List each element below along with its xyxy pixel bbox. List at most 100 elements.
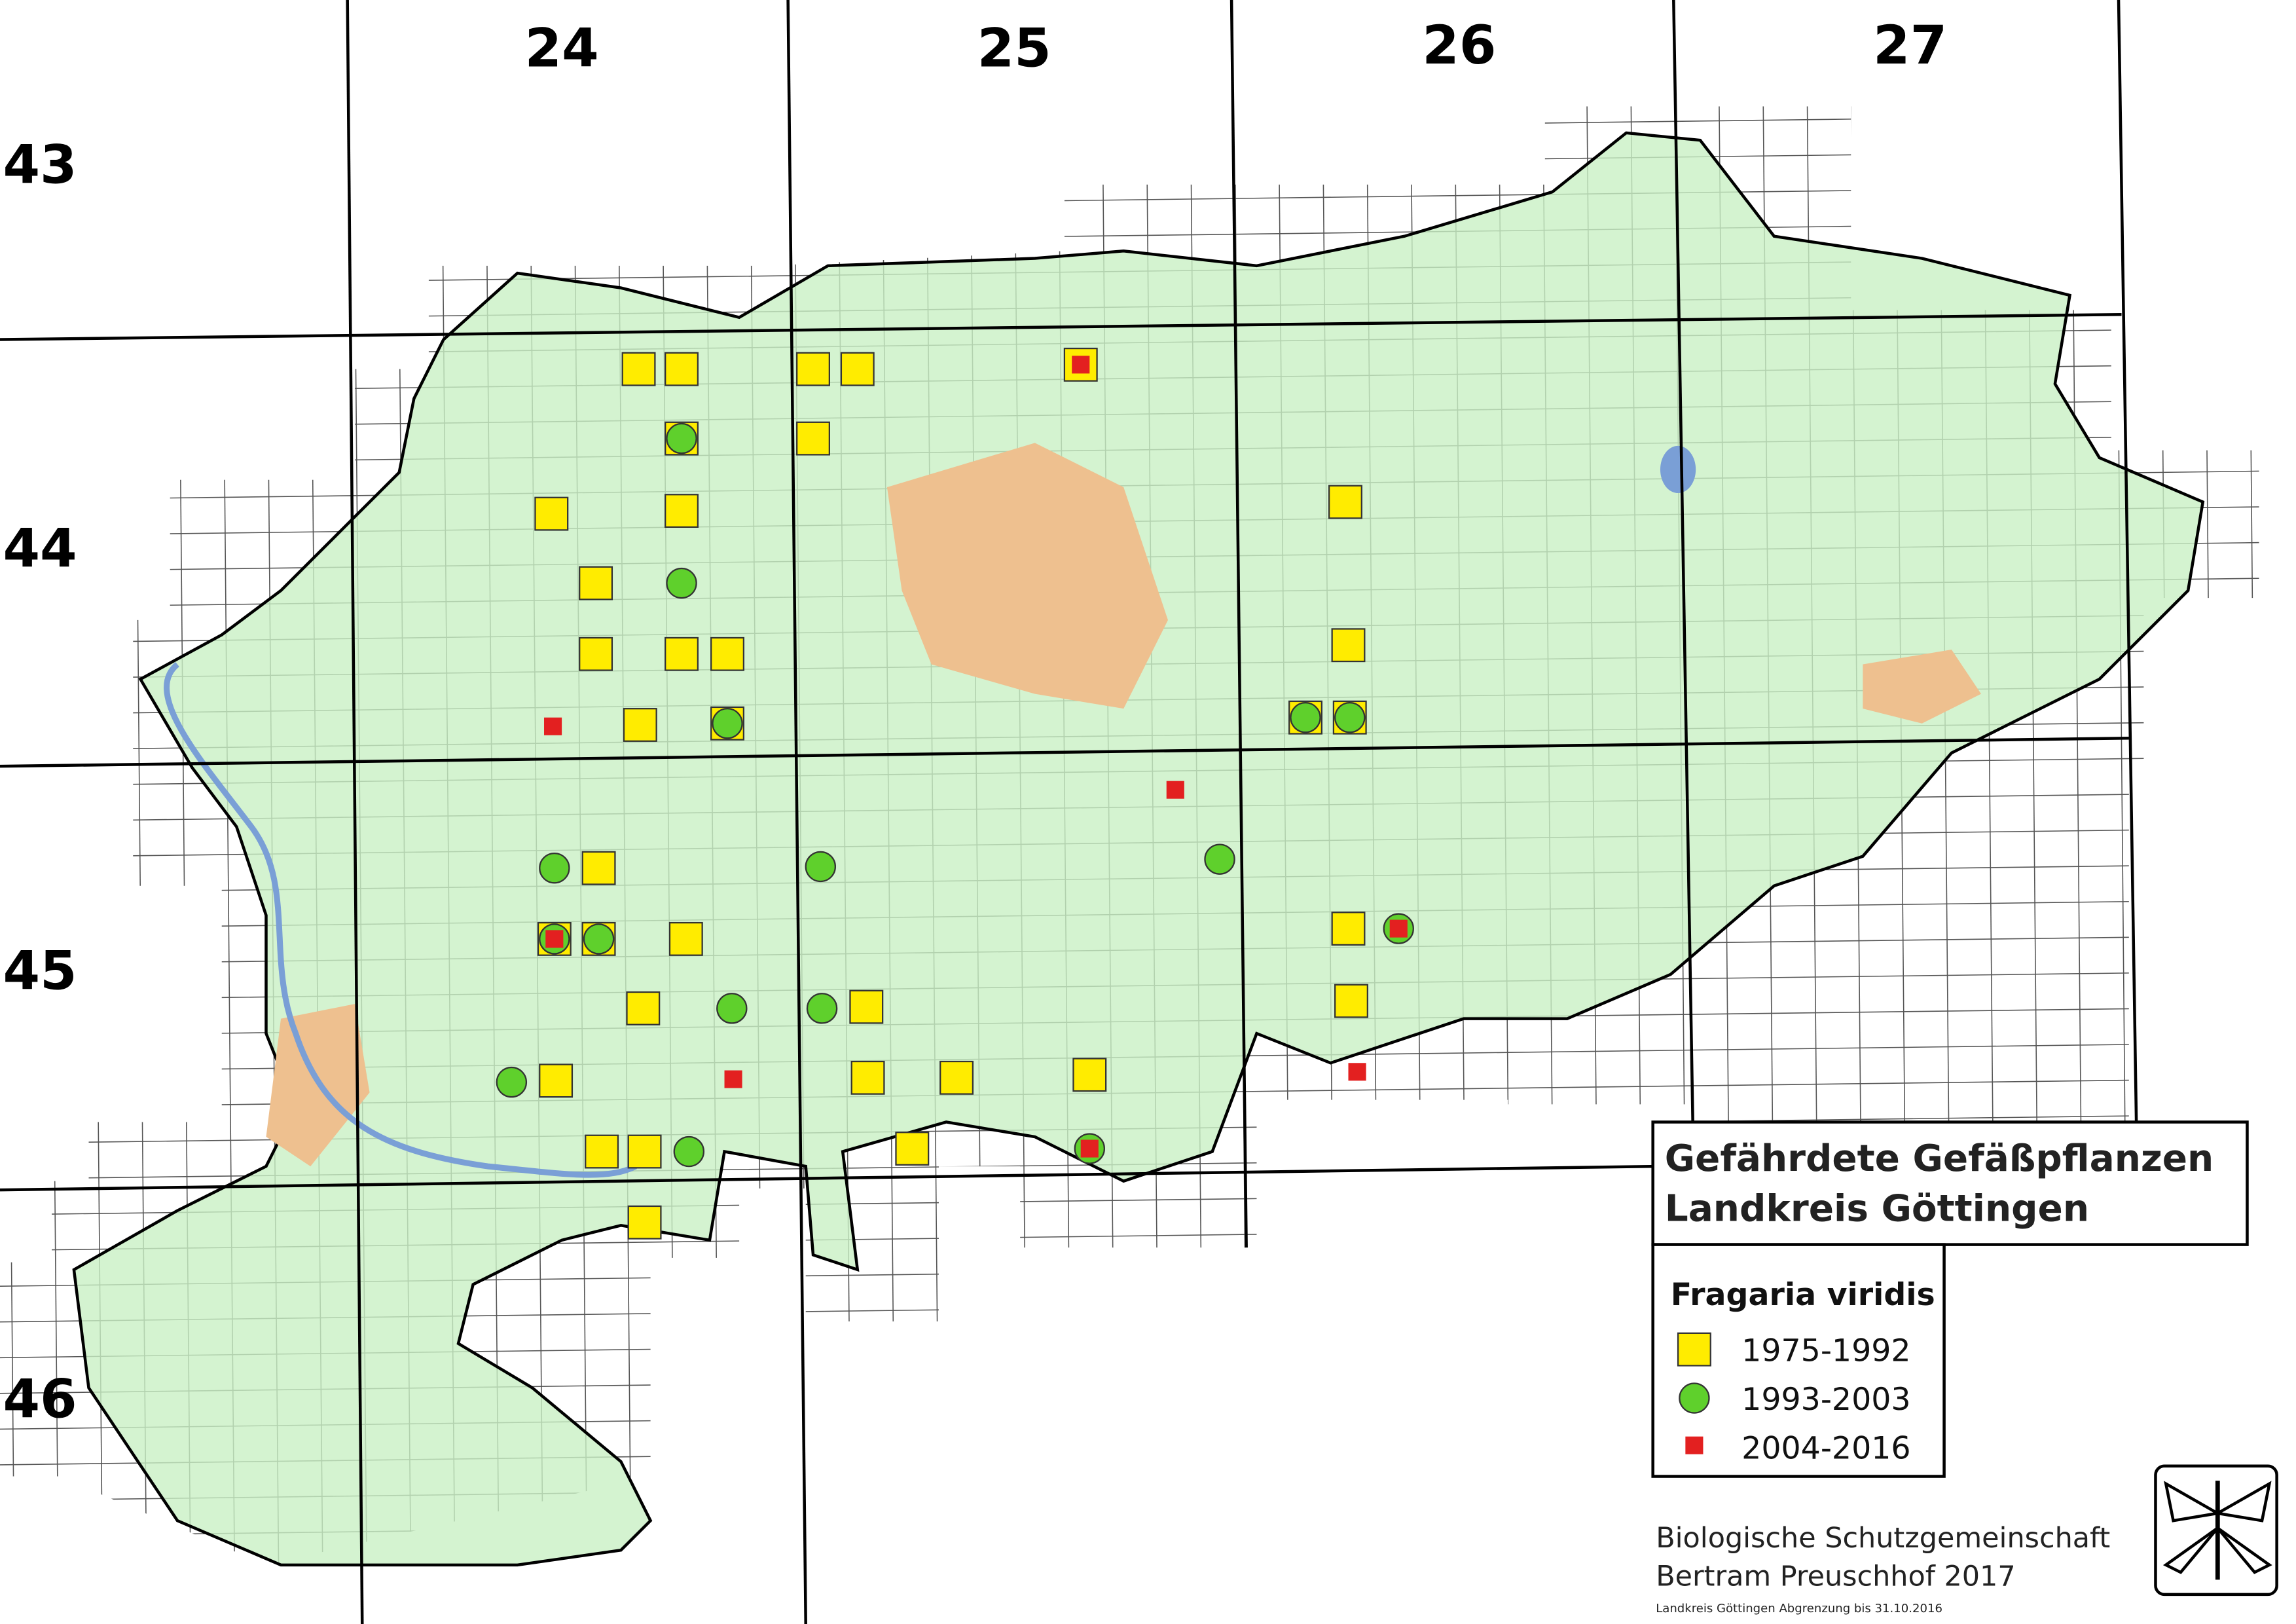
record-1975-1992	[539, 1063, 574, 1098]
legend-symbol	[1685, 1436, 1704, 1454]
fine-grid-line	[0, 106, 2259, 108]
record-1993-2003	[666, 422, 697, 454]
record-1993-2003	[716, 993, 748, 1024]
record-2004-2016	[724, 1070, 742, 1088]
record-1975-1992	[1063, 347, 1098, 382]
city-area	[1863, 650, 1982, 724]
record-1975-1992	[796, 421, 830, 456]
record-1975-1992	[850, 1060, 885, 1095]
row-label: 46	[3, 1369, 77, 1430]
record-1975-1992	[621, 352, 656, 386]
record-1975-1992	[665, 637, 699, 671]
record-1975-1992	[1331, 628, 1366, 663]
sheet-line	[346, 0, 364, 1624]
column-label: 25	[977, 18, 1051, 80]
record-2004-2016	[1072, 356, 1090, 374]
legend-species: Fragaria viridis	[1671, 1277, 1935, 1313]
record-1975-1992	[585, 1134, 619, 1169]
record-1975-1992	[627, 1134, 662, 1169]
row-label: 44	[3, 519, 77, 580]
record-2004-2016	[545, 930, 564, 948]
footnote: Landkreis Göttingen Abgrenzung bis 31.10…	[1656, 1602, 1942, 1615]
fine-grid-line	[2291, 0, 2296, 1624]
record-1975-1992	[710, 637, 745, 671]
record-2004-2016	[1166, 781, 1184, 799]
record-1975-1992	[534, 496, 569, 531]
fine-grid-line	[0, 6, 2296, 35]
column-label: 27	[1873, 15, 1947, 77]
legend-symbol	[1679, 1382, 1710, 1414]
record-1993-2003	[496, 1066, 528, 1098]
record-1975-1992	[796, 352, 830, 386]
title-box	[1651, 1120, 2249, 1246]
map-title: Gefährdete Gefäßpflanzen	[1665, 1137, 2214, 1180]
row-label: 43	[3, 135, 77, 196]
record-2004-2016	[544, 717, 562, 735]
record-1993-2003	[1334, 702, 1366, 733]
record-1975-1992	[840, 352, 875, 386]
fine-grid-line	[0, 148, 2259, 179]
sheet-line	[0, 737, 2129, 768]
fine-grid-line	[2246, 106, 2259, 1565]
logo	[2154, 1464, 2278, 1596]
fine-grid-line	[0, 113, 2259, 144]
record-2004-2016	[1348, 1063, 1366, 1081]
record-1993-2003	[673, 1135, 705, 1168]
record-2004-2016	[1080, 1139, 1099, 1158]
fine-grid-line	[2026, 106, 2042, 1565]
record-1993-2003	[1204, 843, 1235, 875]
sheet-line	[786, 0, 807, 1624]
sheet-line	[2117, 0, 2138, 1122]
row-label: 45	[3, 941, 77, 1003]
record-1975-1992	[849, 989, 884, 1024]
record-1975-1992	[581, 851, 616, 885]
record-2004-2016	[1389, 919, 1408, 938]
record-1993-2003	[712, 708, 743, 739]
column-label: 24	[525, 18, 599, 80]
record-1975-1992	[1072, 1058, 1107, 1092]
fine-grid-line	[0, 184, 2259, 215]
fine-grid-line	[2202, 106, 2219, 1565]
column-label: 26	[1422, 15, 1496, 77]
legend-entry: 1975-1992	[1741, 1333, 1910, 1369]
fine-grid-line	[2158, 106, 2174, 1565]
record-1993-2003	[583, 923, 615, 955]
sheet-line	[1230, 0, 1248, 1248]
record-1993-2003	[1290, 702, 1321, 733]
record-1993-2003	[539, 852, 570, 884]
sheet-line	[1672, 0, 1694, 1122]
record-1993-2003	[805, 851, 837, 883]
sheet-line	[0, 312, 2122, 341]
sheet-grid	[0, 0, 2138, 1624]
record-1975-1992	[579, 637, 613, 671]
legend-entry: 1993-2003	[1741, 1382, 1910, 1418]
river	[164, 662, 638, 1178]
lake	[1660, 445, 1696, 494]
record-1975-1992	[1328, 485, 1362, 519]
record-1975-1992	[665, 352, 699, 386]
record-1975-1992	[668, 921, 703, 956]
fine-grid-line	[0, 42, 2296, 71]
record-1975-1992	[665, 494, 699, 528]
record-1975-1992	[626, 991, 661, 1025]
legend-entry: 2004-2016	[1741, 1431, 1910, 1467]
record-1975-1992	[1334, 984, 1368, 1018]
city-area	[886, 443, 1168, 709]
record-1975-1992	[1331, 912, 1366, 946]
map-title: Landkreis Göttingen	[1665, 1188, 2089, 1230]
record-1975-1992	[627, 1205, 662, 1240]
fine-grid-line	[2070, 106, 2086, 1565]
sheet-line	[0, 1164, 1656, 1192]
credit: Bertram Preuschhof 2017	[1656, 1560, 2015, 1593]
record-1975-1992	[579, 566, 613, 600]
record-1975-1992	[939, 1060, 974, 1095]
record-1993-2003	[666, 567, 697, 599]
markers	[496, 347, 1414, 1240]
record-1975-1992	[895, 1132, 930, 1166]
record-1993-2003	[806, 993, 838, 1024]
record-1975-1992	[623, 708, 657, 742]
fine-grid-line	[1982, 106, 1998, 1565]
legend-symbol	[1677, 1332, 1711, 1367]
